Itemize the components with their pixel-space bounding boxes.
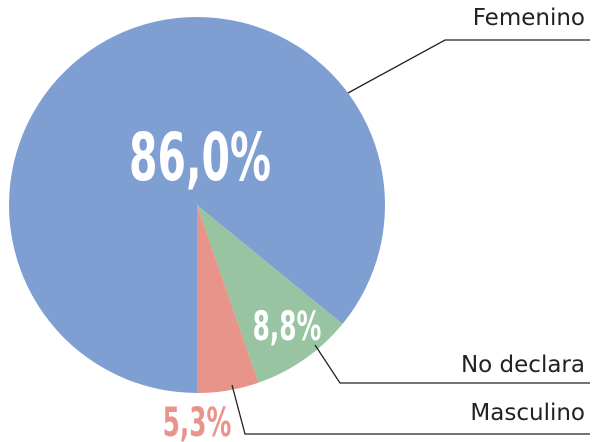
- value-label: 8,8%: [253, 303, 322, 350]
- leader-line: [231, 384, 590, 435]
- leader-line: [314, 344, 590, 384]
- category-label: No declara: [461, 352, 585, 378]
- value-label: 86,0%: [129, 119, 271, 196]
- pie-slice: [197, 205, 343, 383]
- category-label: Femenino: [473, 5, 585, 31]
- leader-line: [347, 39, 590, 94]
- category-label: Masculino: [470, 400, 585, 426]
- value-label: 5,3%: [163, 399, 232, 442]
- pie-slice: [197, 205, 259, 393]
